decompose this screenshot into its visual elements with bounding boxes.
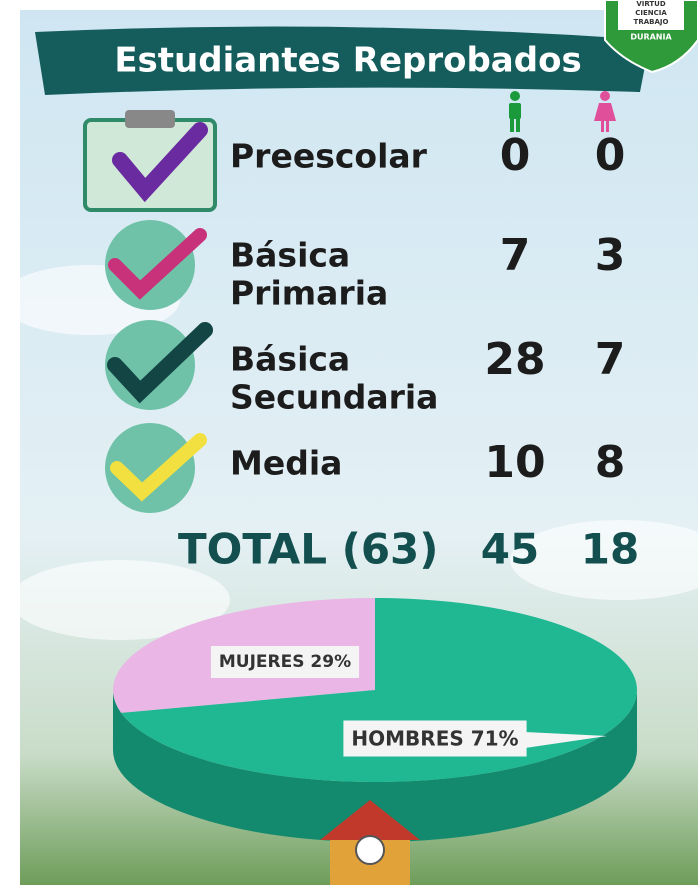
man-icon — [509, 91, 521, 132]
school-icon — [320, 800, 420, 885]
logo-text: CIENCIA — [635, 9, 667, 17]
clipboard-clip — [125, 110, 175, 128]
cloud — [510, 520, 698, 600]
women-count: 0 — [595, 130, 626, 181]
check-circle — [105, 423, 195, 513]
level-name: Primaria — [230, 274, 388, 313]
level-name: Básica — [230, 340, 350, 379]
pie-label: HOMBRES 71% — [351, 727, 518, 751]
logo-text: VIRTUD — [636, 0, 666, 8]
total-men: 45 — [481, 525, 539, 574]
check — [108, 228, 207, 300]
level-name: Básica — [230, 236, 350, 275]
women-count: 3 — [595, 230, 626, 281]
men-count: 7 — [500, 230, 531, 281]
level-name: Media — [230, 444, 342, 483]
label-box — [343, 720, 527, 757]
check — [112, 122, 208, 203]
women-count: 8 — [595, 437, 626, 488]
total-women: 18 — [581, 525, 639, 574]
total-label: TOTAL (63) — [178, 525, 438, 574]
pie-label: MUJERES 29% — [219, 652, 351, 672]
label-pointer — [525, 732, 607, 748]
woman-icon — [594, 91, 616, 132]
cloud — [10, 560, 230, 640]
women-count: 7 — [595, 334, 626, 385]
check — [110, 433, 207, 502]
logo-name: DURANIA — [630, 33, 672, 42]
label-box — [210, 646, 360, 678]
men-count: 10 — [484, 437, 545, 488]
level-name: Preescolar — [230, 137, 428, 176]
check — [107, 322, 213, 404]
logo-panel — [618, 0, 684, 30]
title: Estudiantes Reprobados — [114, 41, 581, 81]
men-count: 0 — [500, 130, 531, 181]
check-circle — [105, 220, 195, 310]
logo-text: TRABAJO — [634, 18, 669, 26]
men-count: 28 — [484, 334, 545, 385]
level-name: Secundaria — [230, 378, 438, 417]
title-banner — [35, 26, 650, 95]
pie-side — [113, 690, 637, 842]
